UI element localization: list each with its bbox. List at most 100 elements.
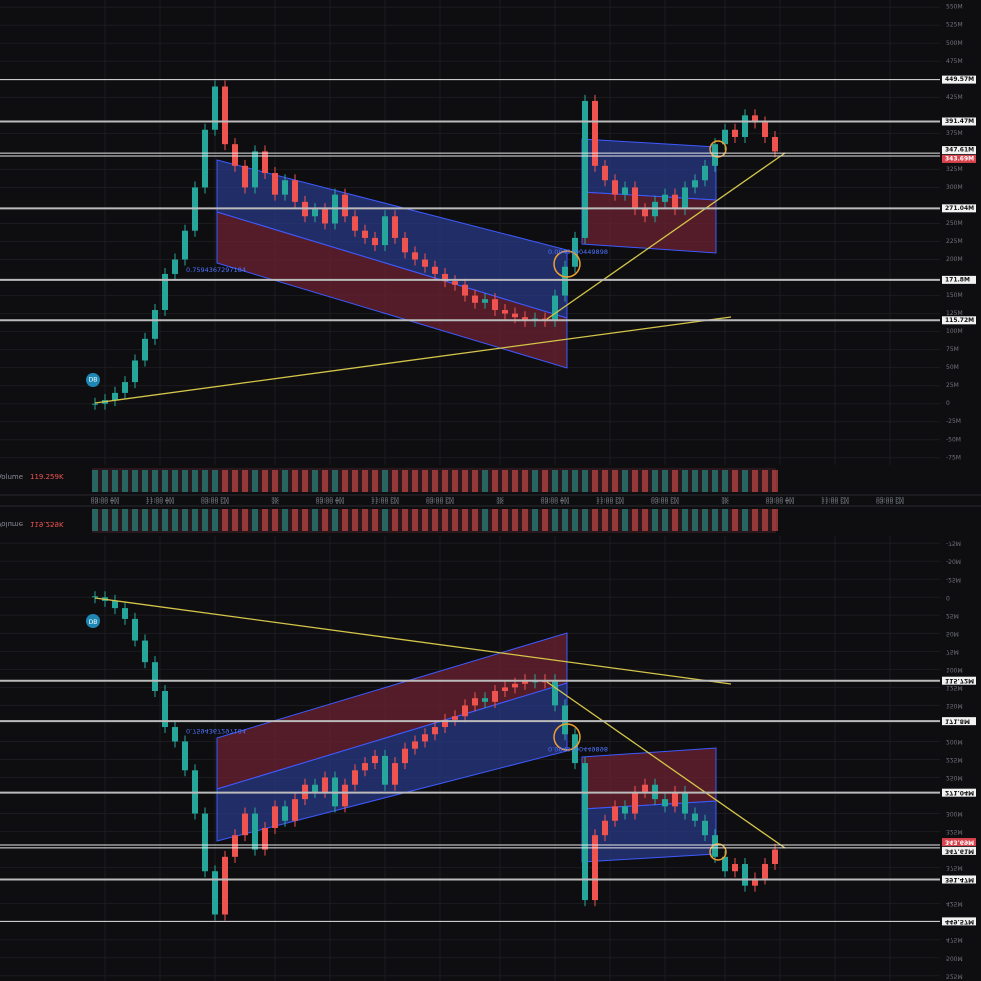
- candle-body: [292, 180, 298, 202]
- candle-body: [172, 259, 178, 274]
- y-tick-label: 300M: [946, 184, 963, 191]
- volume-bar: [472, 470, 478, 492]
- candle-body: [322, 209, 328, 224]
- candle-body: [92, 403, 98, 405]
- volume-bar: [732, 470, 738, 492]
- candle-body: [412, 252, 418, 260]
- y-tick-label: -75M: [946, 454, 961, 461]
- candle-body: [402, 237, 408, 253]
- candle-body: [712, 144, 718, 166]
- volume-bar: [692, 470, 698, 492]
- volume-bar: [352, 470, 358, 492]
- volume-bar: [582, 470, 588, 492]
- candle-body: [262, 151, 268, 174]
- volume-bar: [562, 470, 568, 492]
- level-tag: [942, 204, 976, 213]
- candle-body: [462, 284, 468, 296]
- candle-body: [732, 129, 738, 137]
- candle-body: [442, 273, 448, 282]
- candle-body: [642, 209, 648, 217]
- candle-body: [552, 295, 558, 321]
- candle-body: [702, 165, 708, 181]
- candle-body: [452, 281, 458, 285]
- candle-body: [672, 194, 678, 210]
- candle-body: [362, 230, 368, 238]
- candle-body: [242, 165, 248, 188]
- volume-bar: [462, 470, 468, 492]
- volume-bar: [192, 470, 198, 492]
- channel-lower: [216, 211, 568, 369]
- candle-body: [132, 360, 138, 383]
- volume-bar: [552, 470, 558, 492]
- candle-body: [662, 194, 668, 202]
- candle-body: [722, 129, 728, 145]
- level-label: 347.61M: [945, 147, 974, 154]
- volume-bar: [512, 470, 518, 492]
- candle-body: [592, 100, 598, 166]
- level-label: 391.47M: [945, 118, 974, 125]
- volume-bar: [502, 470, 508, 492]
- candle-body: [312, 209, 318, 217]
- volume-bar: [302, 470, 308, 492]
- volume-bar: [672, 470, 678, 492]
- volume-bar: [232, 470, 238, 492]
- volume-bar: [152, 470, 158, 492]
- y-tick-label: 475M: [946, 58, 963, 65]
- candle-body: [382, 216, 388, 246]
- volume-bar: [482, 470, 488, 492]
- candle-body: [272, 173, 278, 195]
- volume-bar: [162, 470, 168, 492]
- volume-bar: [772, 470, 778, 492]
- volume-title: Volume: [0, 473, 23, 481]
- volume-bar: [652, 470, 658, 492]
- level-label: 271.04M: [945, 205, 974, 212]
- channel2-lower: [581, 191, 717, 254]
- trend-line: [546, 152, 786, 320]
- volume-bar: [432, 470, 438, 492]
- volume-bar: [572, 470, 578, 492]
- level-tag: [942, 75, 976, 84]
- y-tick-label: 75M: [946, 346, 959, 353]
- volume-bar: [632, 470, 638, 492]
- level-label: 343.69M: [945, 155, 974, 162]
- volume-bar: [612, 470, 618, 492]
- volume-bar: [142, 470, 148, 492]
- level-tag: [942, 275, 976, 284]
- candle-body: [742, 115, 748, 137]
- y-tick-label: -50M: [946, 436, 961, 443]
- y-tick-label: 50M: [946, 364, 959, 371]
- candle-body: [692, 180, 698, 188]
- y-tick-label: 0: [946, 400, 950, 407]
- candle-body: [252, 151, 258, 188]
- candle-body: [502, 310, 508, 314]
- level-label: 115.72M: [945, 317, 974, 324]
- candle-body: [572, 237, 578, 267]
- volume-bar: [702, 470, 708, 492]
- candle-body: [112, 392, 118, 401]
- level-tag: [942, 316, 976, 325]
- candle-body: [422, 259, 428, 267]
- candle-body: [582, 100, 588, 238]
- volume-bar: [122, 470, 128, 492]
- volume-bar: [682, 470, 688, 492]
- volume-bar: [492, 470, 498, 492]
- volume-bar: [762, 470, 768, 492]
- chart-panel: DB 0.7594367297184 0.0949190449898 Volum…: [0, 0, 981, 504]
- y-tick-label: 375M: [946, 130, 963, 137]
- mirrored-panel: [0, 496, 981, 981]
- volume-bar: [452, 470, 458, 492]
- volume-bar: [712, 470, 718, 492]
- volume-bar: [272, 470, 278, 492]
- volume-bar: [252, 470, 258, 492]
- candle-body: [122, 382, 128, 393]
- y-tick-label: 550M: [946, 4, 963, 11]
- volume-value: 119.259K: [30, 473, 64, 481]
- candle-body: [562, 266, 568, 296]
- volume-bar: [132, 470, 138, 492]
- candle-body: [222, 86, 228, 145]
- candle-body: [522, 317, 528, 321]
- candle-body: [602, 165, 608, 181]
- candle-body: [432, 266, 438, 274]
- volume-bar: [662, 470, 668, 492]
